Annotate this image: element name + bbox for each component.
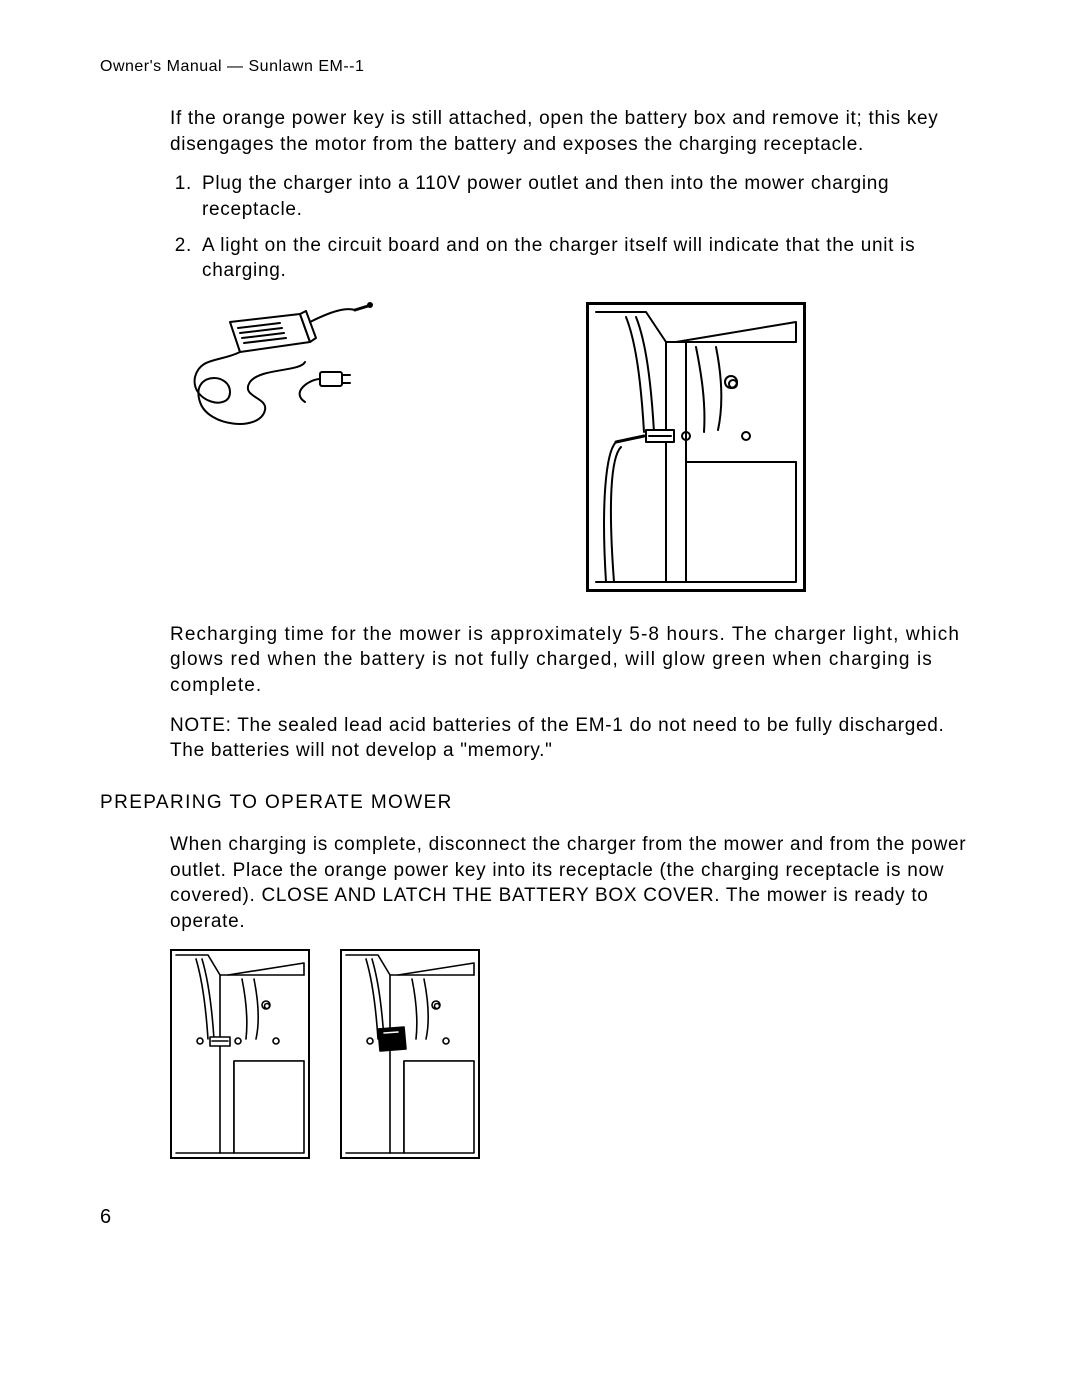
intro-paragraph: If the orange power key is still attache… <box>170 106 970 157</box>
page-header: Owner's Manual — Sunlawn EM--1 <box>100 58 980 76</box>
key-insert-step1-illustration <box>170 949 310 1159</box>
body-column: If the orange power key is still attache… <box>170 106 970 764</box>
section-heading-preparing: PREPARING TO OPERATE MOWER <box>100 792 980 814</box>
recharge-time-paragraph: Recharging time for the mower is approxi… <box>170 622 970 699</box>
battery-box-open-illustration <box>586 302 806 592</box>
key-insert-step2-illustration <box>340 949 480 1159</box>
operate-paragraph: When charging is complete, disconnect th… <box>170 832 970 935</box>
figure-row-2 <box>170 949 970 1159</box>
charging-steps-list: Plug the charger into a 110V power outle… <box>170 171 970 284</box>
page-number: 6 <box>100 1206 111 1229</box>
note-paragraph: NOTE: The sealed lead acid batteries of … <box>170 713 970 764</box>
charger-with-cord-illustration <box>170 302 386 450</box>
manual-page: Owner's Manual — Sunlawn EM--1 If the or… <box>0 0 1080 1397</box>
figure-row-1 <box>170 302 970 592</box>
body-column-2: When charging is complete, disconnect th… <box>170 832 970 1159</box>
step-2: A light on the circuit board and on the … <box>198 233 970 284</box>
step-1: Plug the charger into a 110V power outle… <box>198 171 970 222</box>
